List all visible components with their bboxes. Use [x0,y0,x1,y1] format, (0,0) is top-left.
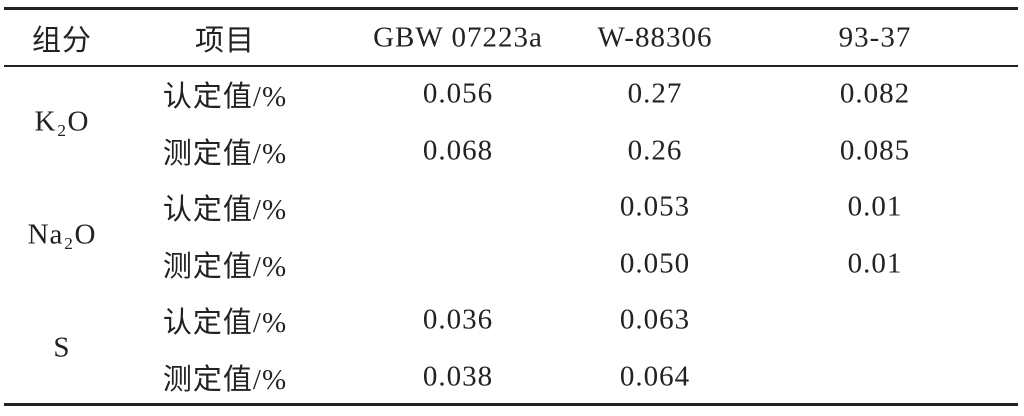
component-cell: S [53,331,71,364]
item-cell: 测定值/% [162,250,288,283]
header-cell: 93-37 [838,21,912,54]
value-cell: 0.038 [422,360,494,392]
value-cell: 0.085 [839,134,911,166]
value-cell: 0.056 [422,77,494,110]
value-cell: 0.063 [619,303,691,336]
header-cell: 组分 [31,25,93,57]
component-cell: K₂O [34,105,90,138]
header-cell: GBW 07223a [373,21,543,54]
value-cell: 0.01 [847,190,903,223]
component-cell: Na₂O [27,218,97,251]
value-cell: 0.064 [619,360,691,392]
value-cell: 0.036 [422,303,494,336]
value-cell: 0.053 [619,190,691,223]
bottom-rule [4,403,1018,406]
value-cell: 0.27 [627,77,683,110]
header-rule [4,65,1018,67]
value-cell: 0.068 [422,134,494,166]
item-cell: 认定值/% [162,81,288,113]
header-cell: 项目 [194,25,256,57]
value-cell: 0.01 [847,247,903,279]
item-cell: 测定值/% [162,137,288,170]
header-cell: W-88306 [597,21,713,54]
item-cell: 认定值/% [162,194,288,226]
value-cell: 0.050 [619,247,691,279]
value-cell: 0.26 [627,134,683,166]
item-cell: 认定值/% [162,307,288,339]
item-cell: 测定值/% [162,363,288,396]
top-rule [4,7,1018,10]
value-cell: 0.082 [839,77,911,110]
